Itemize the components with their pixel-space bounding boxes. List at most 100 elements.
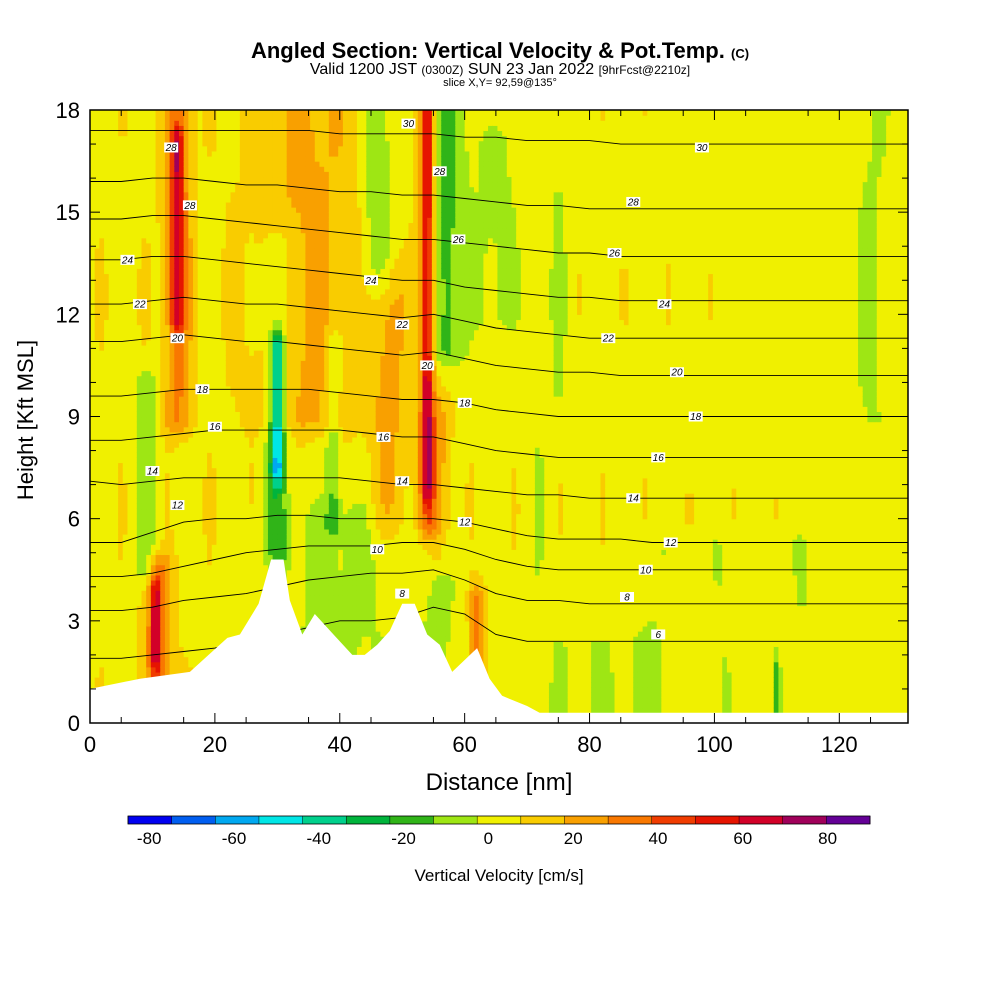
velocity-cell bbox=[160, 436, 166, 443]
velocity-cell bbox=[108, 145, 115, 152]
velocity-cell bbox=[267, 324, 274, 331]
velocity-cell bbox=[118, 498, 124, 504]
velocity-cell bbox=[127, 232, 133, 239]
velocity-cell bbox=[150, 227, 157, 234]
velocity-cell bbox=[221, 559, 227, 566]
velocity-cell bbox=[174, 636, 180, 642]
velocity-cell bbox=[90, 181, 96, 188]
velocity-cell bbox=[263, 431, 269, 438]
velocity-cell bbox=[136, 539, 143, 545]
velocity-cell bbox=[253, 130, 260, 137]
velocity-cell bbox=[249, 462, 255, 469]
velocity-cell bbox=[155, 258, 161, 264]
velocity-cell bbox=[99, 319, 105, 326]
velocity-cell bbox=[146, 615, 152, 622]
velocity-cell bbox=[239, 314, 246, 321]
velocity-cell bbox=[150, 442, 157, 448]
velocity-cell bbox=[178, 533, 185, 540]
velocity-cell bbox=[272, 503, 278, 510]
velocity-cell bbox=[202, 125, 208, 132]
velocity-cell bbox=[249, 518, 255, 525]
velocity-cell bbox=[164, 278, 171, 285]
velocity-cell bbox=[244, 421, 250, 428]
velocity-cell bbox=[99, 309, 105, 315]
velocity-cell bbox=[235, 523, 241, 530]
velocity-cell bbox=[263, 569, 269, 576]
velocity-cell bbox=[225, 411, 232, 418]
velocity-cell bbox=[216, 375, 222, 382]
velocity-cell bbox=[188, 135, 194, 142]
velocity-cell bbox=[99, 130, 105, 137]
velocity-cell bbox=[136, 293, 143, 300]
velocity-cell bbox=[188, 590, 194, 596]
velocity-cell bbox=[155, 442, 161, 448]
velocity-cell bbox=[221, 110, 227, 116]
velocity-cell bbox=[230, 181, 236, 188]
velocity-cell bbox=[174, 513, 180, 520]
velocity-cell bbox=[197, 283, 203, 290]
velocity-cell bbox=[132, 344, 138, 351]
velocity-cell bbox=[263, 334, 269, 341]
velocity-cell bbox=[263, 401, 269, 407]
velocity-cell bbox=[207, 125, 213, 132]
velocity-cell bbox=[122, 365, 129, 372]
velocity-cell bbox=[94, 385, 100, 392]
velocity-cell bbox=[99, 615, 105, 622]
velocity-cell bbox=[193, 396, 199, 402]
velocity-cell bbox=[164, 370, 171, 377]
velocity-cell bbox=[183, 344, 189, 351]
velocity-cell bbox=[94, 564, 100, 571]
velocity-cell bbox=[221, 595, 227, 601]
velocity-cell bbox=[160, 636, 166, 642]
velocity-cell bbox=[207, 631, 213, 637]
velocity-cell bbox=[267, 309, 274, 315]
velocity-cell bbox=[141, 370, 147, 377]
velocity-cell bbox=[277, 253, 283, 259]
velocity-cell bbox=[146, 145, 152, 152]
velocity-cell bbox=[146, 436, 152, 443]
velocity-cell bbox=[136, 350, 143, 356]
velocity-cell bbox=[136, 631, 143, 637]
velocity-cell bbox=[127, 396, 133, 402]
velocity-cell bbox=[90, 457, 96, 464]
velocity-cell bbox=[277, 155, 283, 162]
velocity-cell bbox=[146, 283, 152, 290]
velocity-cell bbox=[150, 375, 157, 382]
velocity-cell bbox=[155, 237, 161, 244]
velocity-cell bbox=[132, 656, 138, 663]
velocity-cell bbox=[263, 222, 269, 229]
velocity-cell bbox=[263, 283, 269, 290]
velocity-cell bbox=[216, 360, 222, 367]
velocity-cell bbox=[132, 564, 138, 571]
velocity-cell bbox=[249, 125, 255, 132]
velocity-cell bbox=[239, 125, 246, 132]
velocity-cell bbox=[202, 518, 208, 525]
velocity-cell bbox=[164, 344, 171, 351]
velocity-cell bbox=[127, 406, 133, 412]
velocity-cell bbox=[136, 472, 143, 479]
velocity-cell bbox=[122, 268, 129, 275]
velocity-cell bbox=[207, 161, 213, 167]
velocity-cell bbox=[122, 431, 129, 438]
velocity-cell bbox=[230, 360, 236, 367]
velocity-cell bbox=[244, 462, 250, 469]
velocity-cell bbox=[132, 615, 138, 622]
velocity-cell bbox=[118, 145, 124, 152]
velocity-cell bbox=[127, 426, 133, 433]
velocity-cell bbox=[183, 263, 189, 269]
velocity-cell bbox=[104, 227, 110, 234]
velocity-cell bbox=[146, 431, 152, 438]
velocity-cell bbox=[216, 477, 222, 484]
velocity-cell bbox=[94, 237, 100, 244]
velocity-cell bbox=[118, 293, 124, 300]
velocity-cell bbox=[249, 416, 255, 423]
velocity-cell bbox=[118, 574, 124, 581]
velocity-cell bbox=[146, 569, 152, 576]
velocity-cell bbox=[267, 426, 274, 433]
velocity-cell bbox=[249, 145, 255, 152]
velocity-cell bbox=[108, 462, 115, 469]
velocity-cell bbox=[104, 314, 110, 321]
velocity-cell bbox=[235, 365, 241, 372]
velocity-cell bbox=[104, 217, 110, 223]
velocity-cell bbox=[108, 299, 115, 305]
